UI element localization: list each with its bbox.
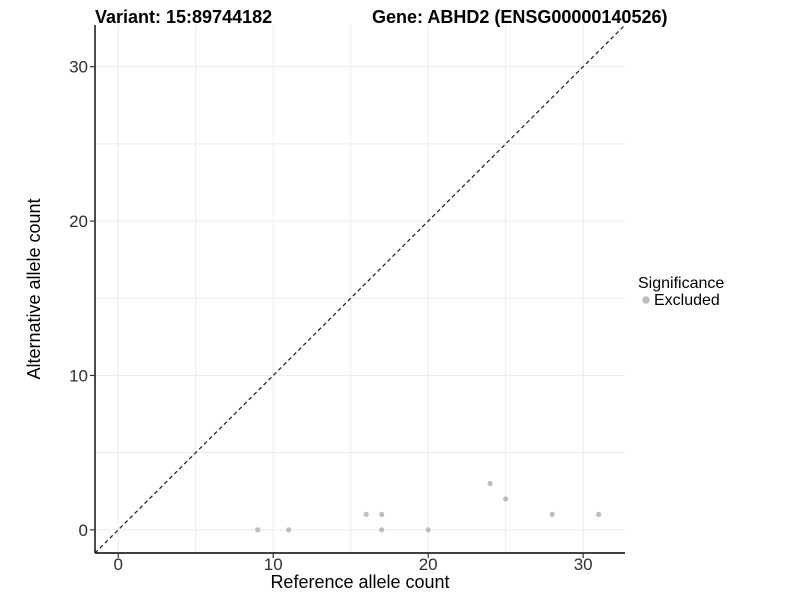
x-tick-label: 10 <box>264 555 283 574</box>
data-points <box>255 480 602 533</box>
data-point <box>503 496 509 502</box>
data-point <box>379 511 385 518</box>
y-axis-title: Alternative allele count <box>24 198 44 379</box>
legend-key-dot-icon <box>642 296 650 304</box>
y-tick-label: 0 <box>79 521 88 540</box>
legend-title: Significance <box>638 275 724 292</box>
data-point <box>549 511 555 518</box>
axis-ticks: 0 10 20 30 0 10 20 30 <box>69 58 593 574</box>
data-point <box>255 527 261 533</box>
data-point <box>286 527 292 533</box>
variant-title: Variant: 15:89744182 <box>95 7 272 27</box>
gridlines <box>95 25 625 553</box>
x-tick-label: 30 <box>574 555 593 574</box>
legend-entry-label: Excluded <box>654 292 720 309</box>
x-tick-label: 0 <box>114 555 123 574</box>
data-point <box>363 511 369 518</box>
y-tick-label: 20 <box>69 212 88 231</box>
identity-line <box>94 24 626 554</box>
gene-title: Gene: ABHD2 (ENSG00000140526) <box>372 7 667 27</box>
x-axis-title: Reference allele count <box>270 572 449 592</box>
data-point <box>596 511 602 518</box>
identity-dashed-line <box>94 24 626 554</box>
data-point <box>487 480 493 487</box>
data-point <box>425 527 431 533</box>
x-tick-label: 20 <box>419 555 438 574</box>
data-point <box>379 527 385 533</box>
y-tick-label: 30 <box>69 58 88 77</box>
axes <box>94 25 625 554</box>
legend: Significance Excluded <box>638 275 724 309</box>
y-tick-label: 10 <box>69 366 88 385</box>
